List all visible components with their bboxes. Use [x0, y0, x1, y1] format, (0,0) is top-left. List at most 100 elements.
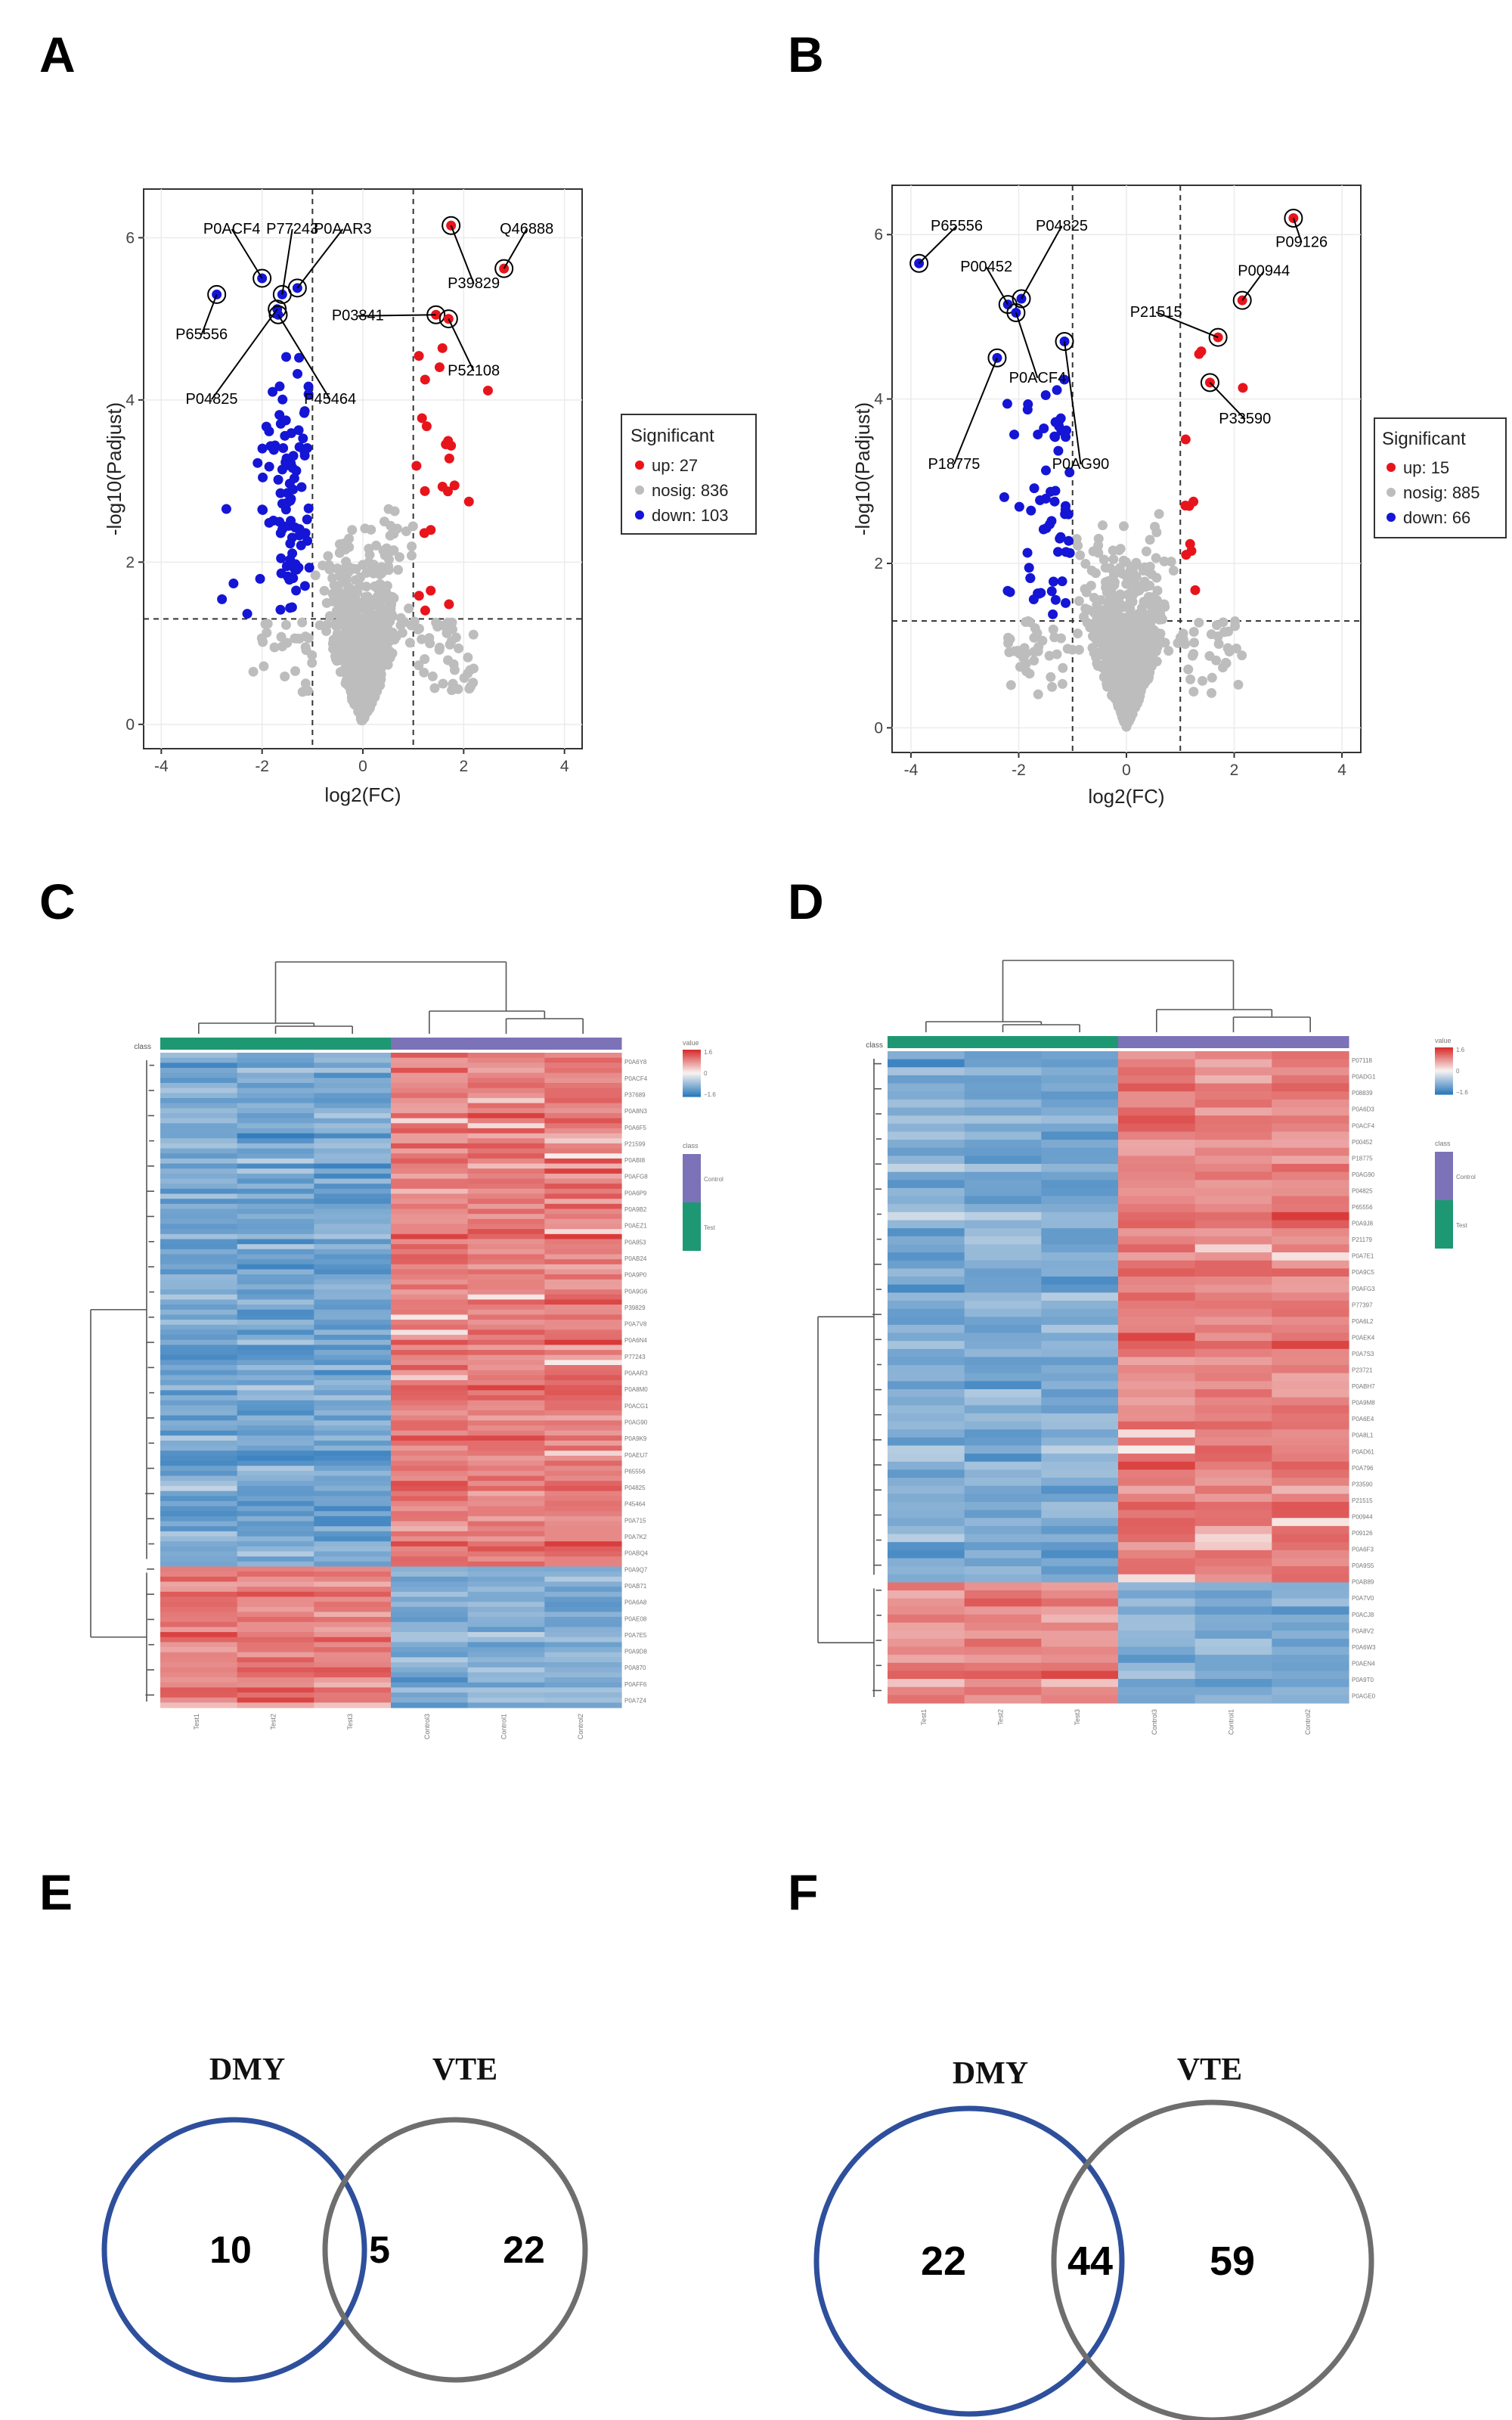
heatmap-cell — [314, 1184, 392, 1190]
heatmap-cell — [544, 1279, 622, 1286]
heatmap-cell — [964, 1381, 1042, 1390]
heatmap-cell — [467, 1571, 545, 1578]
heatmap-cell — [314, 1500, 392, 1507]
venn-count-dmy-only: 22 — [921, 2238, 966, 2284]
heatmap-cell — [1194, 1695, 1272, 1704]
heatmap-cell — [467, 1657, 545, 1663]
heatmap-cell — [964, 1461, 1042, 1470]
heatmap-cell — [314, 1354, 392, 1360]
point-nosig — [419, 667, 429, 678]
heatmap-cell — [1272, 1244, 1349, 1253]
heatmap-cell — [314, 1123, 392, 1129]
color-scale-step — [1435, 1072, 1453, 1075]
point-nosig — [1188, 687, 1199, 697]
heatmap-cell — [314, 1687, 392, 1693]
point-nosig — [1033, 646, 1043, 656]
heatmap-cell — [544, 1112, 622, 1119]
heatmap-cell — [544, 1208, 622, 1215]
point-nosig — [367, 566, 378, 577]
heatmap-cell — [1194, 1542, 1272, 1551]
heatmap-cell — [888, 1276, 965, 1286]
heatmap-cell — [1118, 1156, 1196, 1165]
point-nosig — [1033, 689, 1043, 700]
heatmap-cell — [544, 1561, 622, 1568]
heatmap-cell — [964, 1244, 1042, 1253]
heatmap-cell — [314, 1541, 392, 1547]
heatmap-cell — [964, 1614, 1042, 1624]
heatmap-cell — [1118, 1365, 1196, 1374]
row-label: P45464 — [624, 1501, 646, 1508]
heatmap-cell — [314, 1460, 392, 1466]
heatmap-cell — [1118, 1534, 1196, 1543]
row-label: P0A9T0 — [1352, 1677, 1374, 1683]
heatmap-cell — [467, 1591, 545, 1598]
point-nosig — [355, 603, 365, 613]
heatmap-cell — [467, 1053, 545, 1059]
heatmap-cell — [160, 1672, 238, 1678]
heatmap-cell — [314, 1335, 392, 1341]
heatmap-cell — [314, 1158, 392, 1165]
heatmap-cell — [314, 1455, 392, 1462]
heatmap-cell — [391, 1279, 469, 1286]
heatmap-cell — [1118, 1638, 1196, 1648]
point-nosig — [1111, 615, 1121, 625]
heatmap-cell — [160, 1072, 238, 1078]
point-nosig — [1146, 600, 1157, 611]
heatmap-cell — [391, 1203, 469, 1210]
heatmap-cell — [237, 1591, 314, 1598]
heatmap-cell — [237, 1375, 314, 1381]
heatmap-cell — [964, 1051, 1042, 1060]
heatmap-cell — [391, 1233, 469, 1240]
heatmap-cell — [964, 1131, 1042, 1140]
heatmap-cell — [314, 1153, 392, 1159]
heatmap-cell — [964, 1333, 1042, 1342]
heatmap-cell — [1272, 1373, 1349, 1382]
heatmap-cell — [1118, 1550, 1196, 1559]
heatmap-cell — [1272, 1147, 1349, 1156]
heatmap-cell — [237, 1314, 314, 1320]
heatmap-cell — [1272, 1638, 1349, 1648]
heatmap-cell — [467, 1385, 545, 1391]
heatmap-cell — [1118, 1212, 1196, 1221]
venn-circle-vte — [1051, 2099, 1374, 2420]
heatmap-cell — [1041, 1469, 1119, 1478]
legend-swatch-up — [1387, 463, 1396, 472]
heatmap-cell — [467, 1375, 545, 1381]
heatmap-cell — [1194, 1574, 1272, 1583]
panel-letter-e: E — [39, 1864, 73, 1920]
point-down — [258, 472, 268, 482]
row-label: P77397 — [1352, 1302, 1373, 1308]
color-scale-step — [683, 1090, 701, 1093]
heatmap-cell — [314, 1672, 392, 1678]
color-scale-step — [1435, 1084, 1453, 1087]
heatmap-cell — [544, 1123, 622, 1129]
heatmap-cell — [544, 1400, 622, 1406]
heatmap-cell — [237, 1354, 314, 1360]
color-legend-mid: 0 — [704, 1070, 708, 1077]
color-scale-step — [683, 1057, 701, 1060]
heatmap-cell — [237, 1430, 314, 1436]
heatmap-cell — [237, 1697, 314, 1703]
point-down — [217, 594, 228, 604]
heatmap-cell — [964, 1220, 1042, 1229]
legend-item-up: up: 27 — [652, 456, 698, 475]
heatmap-cell — [964, 1598, 1042, 1607]
heatmap-cell — [964, 1171, 1042, 1181]
heatmap-cell — [237, 1617, 314, 1623]
panel-letter-b: B — [788, 26, 824, 82]
point-highlight-ring — [1006, 302, 1026, 322]
row-label: P07118 — [1352, 1057, 1373, 1064]
heatmap-cell — [1041, 1509, 1119, 1519]
heatmap-cell — [237, 1108, 314, 1114]
point-nosig — [358, 560, 368, 570]
heatmap-cell — [1272, 1268, 1349, 1277]
heatmap-cell — [160, 1112, 238, 1119]
row-label: P0AB71 — [624, 1583, 647, 1590]
heatmap-cell — [544, 1455, 622, 1462]
heatmap-cell — [237, 1466, 314, 1472]
point-up — [420, 374, 430, 385]
heatmap-cell — [160, 1067, 238, 1074]
heatmap-cell — [391, 1269, 469, 1275]
point-nosig — [307, 650, 318, 660]
heatmap-cell — [1272, 1341, 1349, 1350]
